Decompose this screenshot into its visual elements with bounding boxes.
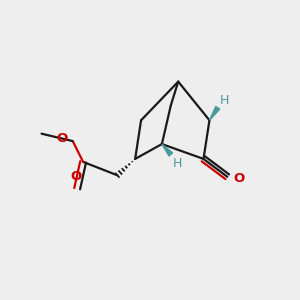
- Text: H: H: [220, 94, 230, 106]
- Text: O: O: [234, 172, 245, 185]
- Text: O: O: [70, 170, 81, 183]
- Polygon shape: [209, 106, 220, 120]
- Polygon shape: [162, 144, 172, 156]
- Text: H: H: [172, 158, 182, 170]
- Text: O: O: [56, 132, 68, 145]
